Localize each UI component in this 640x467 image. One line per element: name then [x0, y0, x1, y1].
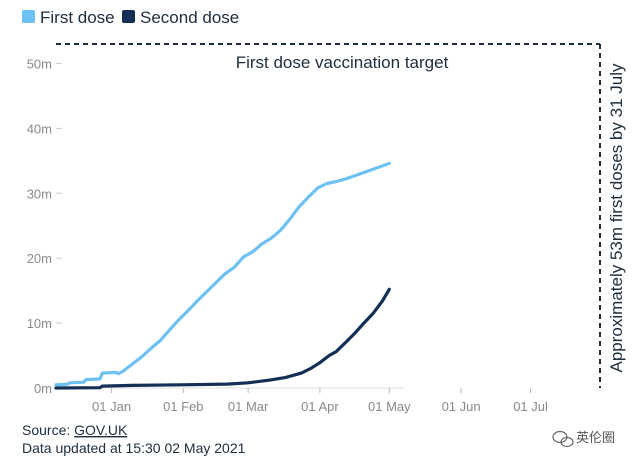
data-updated: Data updated at 15:30 02 May 2021: [22, 440, 246, 456]
watermark-text: 英伦圈: [576, 430, 615, 445]
legend-first-dose-label: First dose: [40, 8, 115, 27]
y-tick-label: 10m: [27, 316, 52, 331]
y-tick-label: 20m: [27, 251, 52, 266]
legend-first-dose-swatch: [22, 10, 35, 23]
source-link[interactable]: GOV.UK: [74, 422, 128, 438]
x-tick-label: 01 Feb: [163, 399, 203, 414]
first-dose-line: [54, 161, 391, 387]
target-side-annotation: Approximately 53m first doses by 31 July: [607, 63, 626, 372]
y-axis: 0m 10m 20m 30m 40m 50m: [27, 56, 404, 396]
legend-second-dose-swatch: [122, 10, 135, 23]
x-tick-label: 01 Mar: [228, 399, 269, 414]
source-prefix: Source:: [22, 422, 74, 438]
target-annotation: First dose vaccination target: [236, 53, 449, 72]
legend: First dose Second dose: [22, 8, 239, 27]
y-tick-label: 50m: [27, 56, 52, 71]
legend-second-dose-label: Second dose: [140, 8, 239, 27]
x-tick-label: 01 May: [368, 399, 411, 414]
x-tick-label: 01 Apr: [301, 399, 339, 414]
x-tick-label: 01 Jan: [92, 399, 131, 414]
y-tick-label: 0m: [34, 381, 52, 396]
x-tick-label: 01 Jul: [513, 399, 548, 414]
source-line: Source: GOV.UK: [22, 422, 128, 438]
y-tick-label: 40m: [27, 121, 52, 136]
x-tick-label: 01 Jun: [442, 399, 481, 414]
second-dose-line: [54, 287, 391, 390]
wechat-icon: [552, 430, 574, 448]
y-tick-label: 30m: [27, 186, 52, 201]
series-group: [54, 161, 391, 390]
x-axis: 01 Jan 01 Feb 01 Mar 01 Apr 01 May 01 Jun 01 J…: [92, 388, 548, 414]
watermark: 英伦圈: [552, 430, 615, 448]
